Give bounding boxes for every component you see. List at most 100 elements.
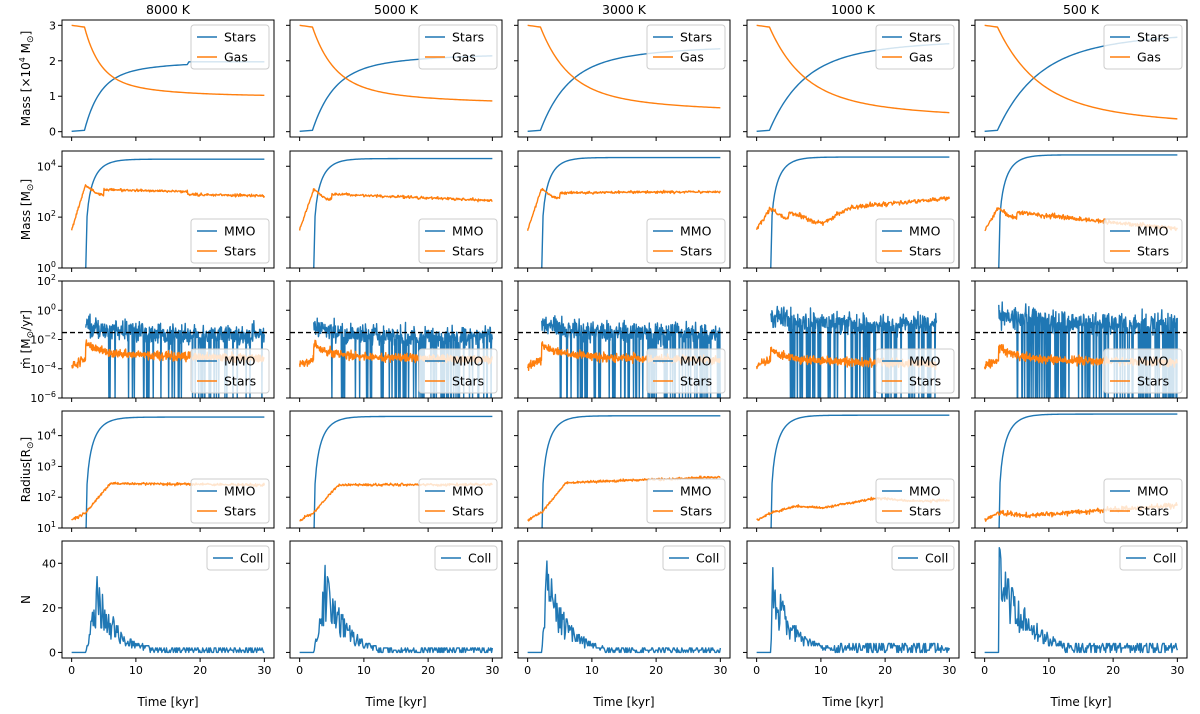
- y-axis-label: ṁ [M⊙/yr]: [19, 310, 36, 369]
- series-stars-line: [527, 475, 721, 522]
- axes-frame: [289, 19, 503, 138]
- legend-label: MMO: [452, 224, 484, 239]
- legend-label: Stars: [224, 244, 256, 259]
- legend: MMO Stars: [1103, 218, 1183, 264]
- y-tick-label: 10−4: [30, 361, 56, 376]
- legend-label: Coll: [696, 551, 719, 566]
- legend: MMO Stars: [646, 218, 726, 264]
- series-coll-line: [984, 546, 1179, 654]
- panel-radius-1: 101 102 103 104 MMO Stars: [37, 410, 275, 535]
- panel-collisions-2: 0 10 20 30 Coll: [286, 540, 503, 677]
- axes-frame: [289, 540, 503, 659]
- panel-gas-mass-3: Stars Gas: [514, 19, 731, 141]
- panel-radius-5: MMO Stars: [971, 410, 1188, 532]
- panel-object-mass-2: MMO Stars: [286, 150, 503, 272]
- y-tick-label: 104: [37, 428, 56, 443]
- axes-frame: [974, 19, 1188, 138]
- y-axis-label: N: [19, 595, 33, 604]
- series-mmo-line: [998, 413, 1178, 528]
- y-tick-label: 100: [37, 302, 56, 317]
- x-tick-label: 0: [753, 664, 760, 677]
- legend: MMO Stars: [190, 218, 270, 264]
- series-mmo-line: [998, 154, 1178, 268]
- legend: MMO Stars: [190, 478, 270, 524]
- legend: Coll: [1119, 545, 1183, 571]
- x-tick-label: 10: [1042, 664, 1056, 677]
- legend: Stars Gas: [875, 24, 955, 70]
- series-stars-line: [298, 188, 493, 231]
- legend: Stars Gas: [190, 24, 270, 70]
- y-tick-label: 10−2: [30, 332, 56, 347]
- x-tick-label: 0: [981, 664, 988, 677]
- y-tick-label: 0: [49, 646, 56, 659]
- panel-accretion-rate-2: MMO Stars: [286, 280, 503, 402]
- axes-frame: [517, 410, 731, 529]
- x-tick-label: 0: [296, 664, 303, 677]
- legend-label: MMO: [452, 484, 484, 499]
- series-coll-line: [756, 567, 951, 654]
- legend-label: Stars: [909, 374, 941, 389]
- legend: Stars Gas: [1103, 24, 1183, 70]
- series-mmo-line: [313, 157, 493, 268]
- legend-label: Stars: [1137, 504, 1169, 519]
- legend-label: MMO: [909, 354, 941, 369]
- axes-frame: [746, 19, 960, 138]
- legend-label: Gas: [909, 50, 933, 65]
- legend: Coll: [662, 545, 726, 571]
- series-gas-line: [756, 24, 950, 114]
- series-stars-line: [526, 187, 721, 231]
- x-tick-label: 20: [878, 664, 892, 677]
- legend: MMO Stars: [875, 218, 955, 264]
- legend: MMO Stars: [646, 478, 726, 524]
- panel-radius-4: MMO Stars: [743, 410, 960, 532]
- panel-radius-3: MMO Stars: [514, 410, 731, 532]
- legend-label: Stars: [909, 244, 941, 259]
- x-axis-label: Time [kyr]: [364, 695, 426, 709]
- legend: MMO Stars: [1103, 348, 1183, 394]
- x-axis-label: Time [kyr]: [821, 695, 883, 709]
- legend-label: Coll: [1153, 551, 1176, 566]
- panel-object-mass-1: 100 102 104 MMO Stars: [37, 150, 275, 275]
- x-tick-label: 20: [1106, 664, 1120, 677]
- y-tick-label: 102: [37, 489, 56, 504]
- series-mmo-line: [313, 317, 493, 398]
- panel-collisions-5: 0 10 20 30 Coll: [971, 540, 1188, 677]
- legend-label: MMO: [680, 484, 712, 499]
- legend: MMO Stars: [875, 478, 955, 524]
- legend-label: Stars: [1137, 244, 1169, 259]
- legend-label: Stars: [452, 244, 484, 259]
- legend-label: Stars: [909, 504, 941, 519]
- legend-label: MMO: [1137, 484, 1169, 499]
- panel-object-mass-3: MMO Stars: [514, 150, 731, 272]
- x-tick-label: 10: [357, 664, 371, 677]
- y-tick-label: 102: [37, 273, 56, 288]
- panel-collisions-3: 0 10 20 30 Coll: [514, 540, 731, 677]
- series-coll-line: [299, 564, 494, 654]
- axes-frame: [61, 540, 275, 659]
- series-gas-line: [527, 24, 721, 109]
- panel-object-mass-5: MMO Stars: [971, 150, 1188, 272]
- legend-label: Stars: [909, 30, 941, 45]
- legend: MMO Stars: [190, 348, 270, 394]
- axes-frame: [61, 150, 275, 269]
- y-tick-label: 102: [37, 209, 56, 224]
- series-mmo-line: [541, 415, 721, 528]
- axes-frame: [517, 150, 731, 269]
- legend: Coll: [891, 545, 955, 571]
- axes-frame: [61, 410, 275, 529]
- x-tick-label: 10: [585, 664, 599, 677]
- legend-label: Gas: [452, 50, 476, 65]
- axes-frame: [974, 410, 1188, 529]
- panel-accretion-rate-4: MMO Stars: [743, 280, 960, 402]
- series-stars-line: [70, 184, 266, 231]
- legend: Stars Gas: [418, 24, 498, 70]
- legend-label: Stars: [452, 374, 484, 389]
- x-tick-label: 20: [649, 664, 663, 677]
- legend-label: MMO: [1137, 354, 1169, 369]
- legend-label: Gas: [224, 50, 248, 65]
- legend-label: Stars: [224, 504, 256, 519]
- legend-label: Stars: [680, 30, 712, 45]
- legend-label: MMO: [909, 224, 941, 239]
- legend-label: Coll: [240, 551, 263, 566]
